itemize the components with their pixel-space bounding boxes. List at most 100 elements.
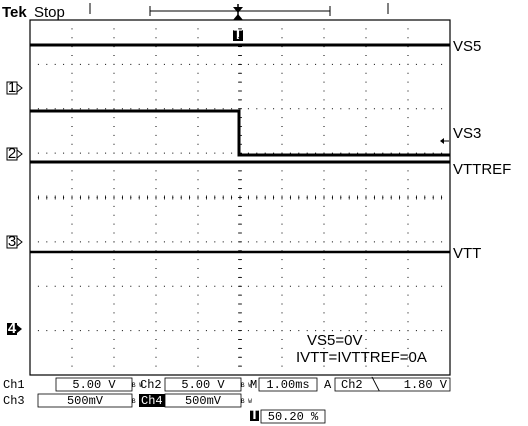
channel-3-marker[interactable]: 3 — [6, 233, 23, 250]
grid-dot — [121, 241, 123, 243]
ch2-bw-icon: B W — [241, 382, 252, 389]
grid-dot — [407, 152, 409, 154]
grid-dot — [88, 152, 90, 154]
ch2-scale-box[interactable] — [164, 377, 242, 392]
grid-dot — [113, 268, 115, 269]
grid-dot — [121, 108, 123, 110]
grid-dot — [197, 312, 199, 314]
grid-dot — [155, 108, 157, 110]
grid-dot — [155, 28, 157, 30]
grid-dot — [113, 63, 115, 65]
grid-dot — [155, 268, 157, 269]
grid-dot — [121, 63, 123, 65]
grid-dot — [180, 330, 182, 332]
grid-dot — [348, 108, 350, 110]
grid-dot — [197, 188, 199, 190]
ch4-scale-box[interactable] — [164, 393, 242, 408]
grid-dot — [138, 152, 140, 154]
trigger-box[interactable] — [334, 377, 451, 392]
grid-dot — [197, 99, 199, 101]
ch1-scale-box[interactable] — [55, 377, 133, 392]
grid-dot — [407, 37, 409, 39]
grid-dot — [365, 259, 367, 261]
grid-dot — [281, 303, 283, 305]
grid-dot — [365, 188, 367, 190]
grid-dot — [71, 303, 73, 305]
acquisition-state: Stop — [34, 4, 65, 21]
grid-dot — [390, 63, 392, 65]
grid-dot — [281, 276, 283, 278]
grid-dot — [407, 81, 409, 83]
grid-dot — [130, 63, 132, 65]
grid-dot — [281, 108, 283, 110]
grid-dot — [432, 285, 434, 287]
ch4-name-highlight[interactable] — [139, 394, 165, 407]
grid-dot — [365, 268, 367, 269]
grid-dot — [365, 285, 367, 287]
grid-dot — [323, 134, 325, 136]
grid-dot — [415, 241, 417, 243]
grid-dot — [138, 285, 140, 287]
grid-dot — [197, 303, 199, 305]
grid-dot — [281, 134, 283, 136]
grid-dot — [155, 188, 157, 190]
grid-dot — [37, 108, 39, 110]
grid-dot — [214, 241, 216, 243]
grid-dot — [306, 108, 308, 110]
graticule-frame — [29, 19, 451, 376]
grid-dot — [231, 63, 233, 65]
trigger-position-box[interactable] — [260, 409, 326, 424]
grid-dot — [407, 90, 409, 92]
ch2-scale: 5.00 V — [181, 378, 225, 392]
grid-dot — [155, 312, 157, 314]
grid-dot — [197, 356, 199, 358]
grid-dot — [281, 117, 283, 119]
grid-dot — [197, 152, 199, 154]
grid-dot — [71, 241, 73, 243]
grid-dot — [441, 63, 443, 65]
grid-dot — [71, 126, 73, 127]
grid-dot — [407, 276, 409, 278]
grid-dot — [365, 223, 367, 225]
grid-dot — [247, 241, 249, 243]
grid-dot — [214, 63, 216, 65]
grid-dot — [407, 303, 409, 305]
grid-dot — [231, 108, 233, 110]
grid-dot — [197, 72, 199, 74]
channel-2-marker[interactable]: 2 — [6, 145, 23, 162]
grid-dot — [340, 108, 342, 110]
grid-dot — [71, 179, 73, 181]
grid-dot — [71, 28, 73, 30]
grid-dot — [407, 55, 409, 56]
grid-dot — [247, 152, 249, 154]
grid-dot — [407, 28, 409, 30]
channel-4-marker[interactable]: 4 — [7, 320, 22, 337]
trigger-level: 1.80 V — [404, 378, 448, 392]
timebase-box[interactable] — [258, 377, 318, 392]
grid-dot — [273, 63, 275, 65]
grid-dot — [113, 81, 115, 83]
grid-dot — [231, 241, 233, 243]
grid-dot — [323, 72, 325, 74]
grid-dot — [54, 152, 56, 154]
ch4-scale: 500mV — [185, 394, 222, 408]
grid-dot — [273, 330, 275, 332]
grid-dot — [407, 108, 409, 110]
grid-dot — [331, 152, 333, 154]
grid-dot — [113, 37, 115, 39]
grid-dot — [71, 37, 73, 39]
grid-dot — [113, 134, 115, 136]
svg-text:T: T — [250, 406, 259, 423]
grid-dot — [71, 339, 73, 340]
grid-dot — [331, 285, 333, 287]
grid-dot — [113, 152, 115, 154]
grid-dot — [205, 63, 207, 65]
svg-text:4: 4 — [8, 320, 17, 337]
ch3-scale-box[interactable] — [37, 393, 133, 408]
grid-dot — [415, 63, 417, 65]
grid-dot — [323, 179, 325, 181]
grid-dot — [155, 347, 157, 349]
grid-dot — [222, 241, 224, 243]
channel-1-marker[interactable]: 1 — [6, 79, 23, 96]
grid-dot — [264, 108, 266, 110]
